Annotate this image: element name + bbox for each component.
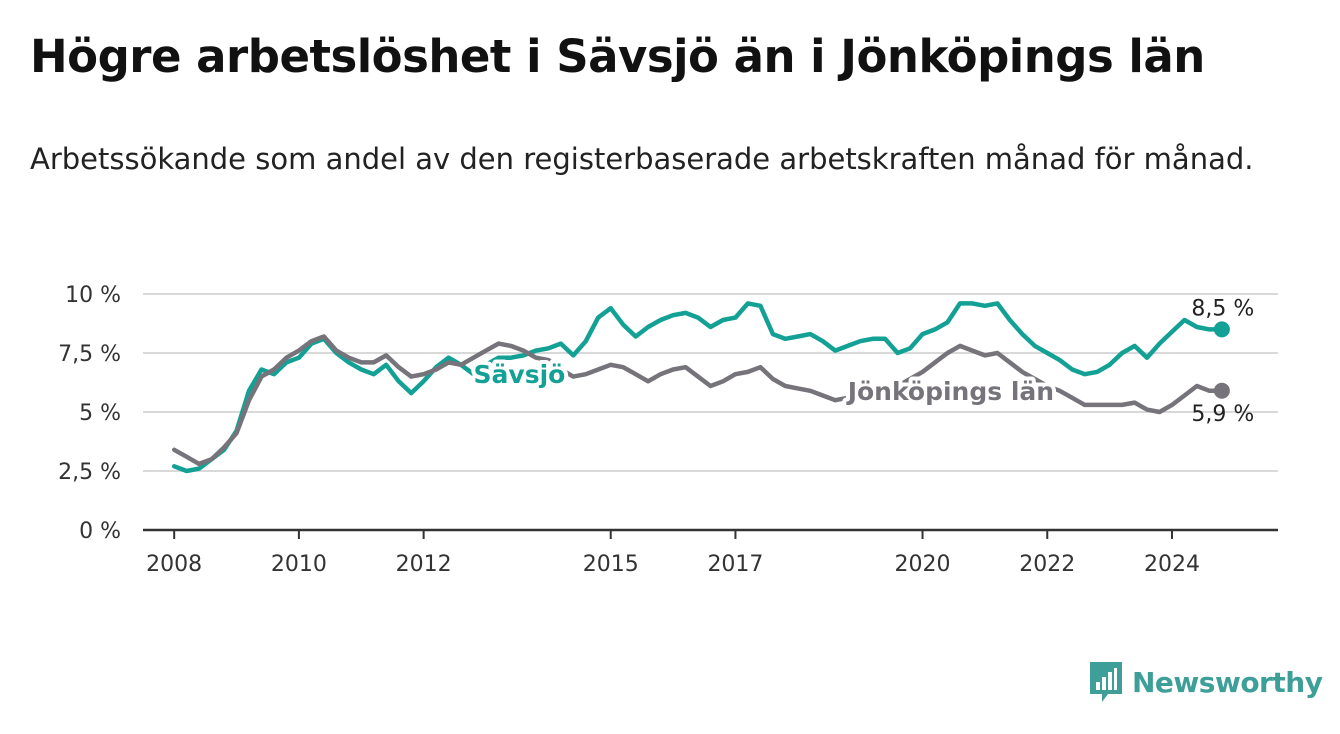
series-label-jonkopings-lan: Jönköpings län	[846, 377, 1054, 406]
chart-subtitle: Arbetssökande som andel av den registerb…	[30, 142, 1254, 176]
x-tick-label: 2010	[271, 552, 327, 577]
y-tick-label: 7,5 %	[58, 342, 121, 367]
y-axis-ticks: 0 % 2,5 % 5 % 7,5 % 10 %	[58, 283, 121, 544]
end-label-savsjo: 8,5 %	[1191, 296, 1254, 321]
x-tick-label: 2015	[583, 552, 639, 577]
y-tick-label: 5 %	[79, 401, 121, 426]
x-tick-label: 2020	[895, 552, 951, 577]
end-label-jonkopings-lan: 5,9 %	[1191, 402, 1254, 427]
brand-name: Newsworthy	[1132, 665, 1323, 699]
line-chart: 0 % 2,5 % 5 % 7,5 % 10 % 2008 2010 2012 2015 201…	[58, 283, 1278, 577]
x-tick-label: 2017	[707, 552, 763, 577]
series-line-jonkopings-lan	[171, 334, 1225, 467]
x-axis: 2008 2010 2012 2015 2017 2020 2022 2024	[143, 528, 1278, 577]
end-marker-jonkopings-lan	[1213, 382, 1230, 399]
x-tick-label: 2022	[1019, 552, 1075, 577]
y-tick-label: 10 %	[65, 283, 121, 308]
newsworthy-logo-icon	[1090, 662, 1122, 702]
x-tick-label: 2008	[146, 552, 202, 577]
series-line-savsjo	[171, 301, 1225, 474]
series-label-savsjo: Sävsjö	[474, 360, 566, 389]
brand-logo: Newsworthy	[1088, 660, 1323, 704]
y-tick-label: 0 %	[79, 519, 121, 544]
y-tick-label: 2,5 %	[58, 460, 121, 485]
series-lines	[171, 301, 1225, 474]
gridlines	[143, 293, 1278, 472]
end-marker-savsjo	[1213, 321, 1230, 338]
series-labels: 8,5 % 5,9 % Sävsjö Jönköpings län	[470, 296, 1255, 427]
x-tick-label: 2024	[1144, 552, 1200, 577]
x-tick-label: 2012	[396, 552, 452, 577]
chart-title: Högre arbetslöshet i Sävsjö än i Jönköpi…	[30, 30, 1205, 83]
